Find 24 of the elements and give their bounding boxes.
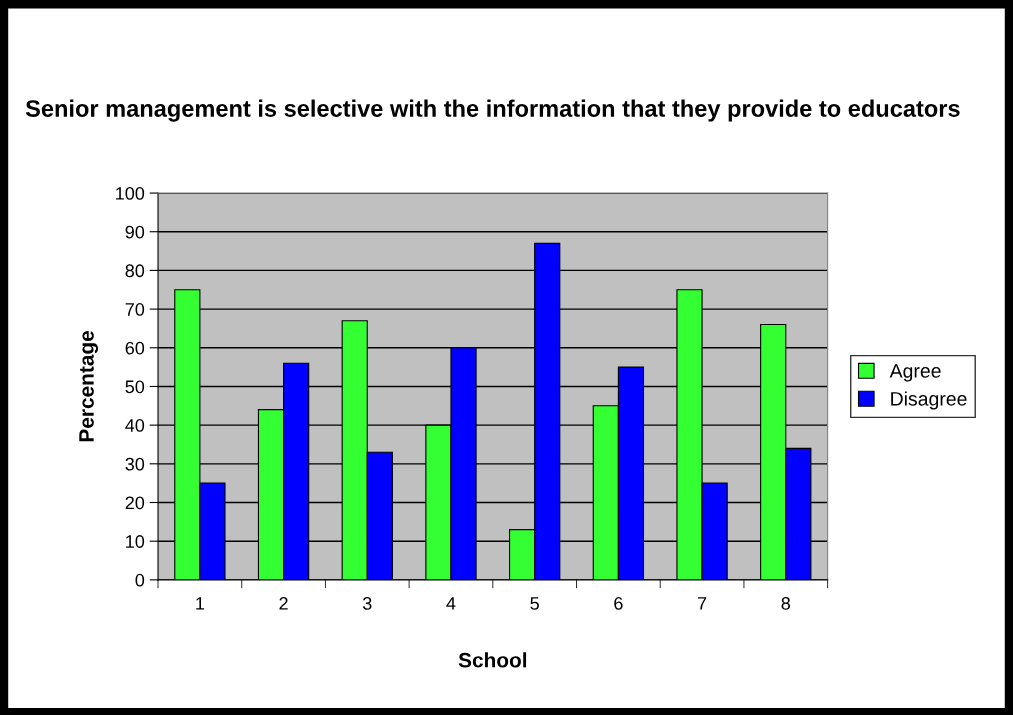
legend-label: Disagree <box>891 391 967 410</box>
y-tick-label: 50 <box>125 380 145 394</box>
y-tick-label: 40 <box>125 419 145 432</box>
legend-label: Agree <box>889 364 941 382</box>
x-axis-title: School <box>458 652 527 668</box>
y-tick-label: 20 <box>125 496 145 510</box>
y-axis-title: Percentage <box>79 331 99 442</box>
x-tick-label: 7 <box>697 597 707 610</box>
x-tick-label: 3 <box>362 597 372 610</box>
x-tick-label: 4 <box>446 597 456 610</box>
y-tick-label: 100 <box>116 186 145 200</box>
x-tick-label: 5 <box>530 597 539 610</box>
x-tick-label: 8 <box>781 597 791 610</box>
y-tick-label: 0 <box>135 573 145 587</box>
chart-title: Senior management is selective with the information that they provide to educators <box>25 99 960 122</box>
y-tick-label: 10 <box>126 535 145 548</box>
x-tick-label: 6 <box>614 597 623 610</box>
y-tick-label: 60 <box>125 341 145 355</box>
y-tick-label: 30 <box>125 457 145 471</box>
y-tick-label: 80 <box>125 264 145 278</box>
x-tick-label: 2 <box>279 597 288 610</box>
y-tick-label: 90 <box>125 225 145 239</box>
x-tick-label: 1 <box>196 597 205 610</box>
y-tick-label: 70 <box>125 303 145 316</box>
